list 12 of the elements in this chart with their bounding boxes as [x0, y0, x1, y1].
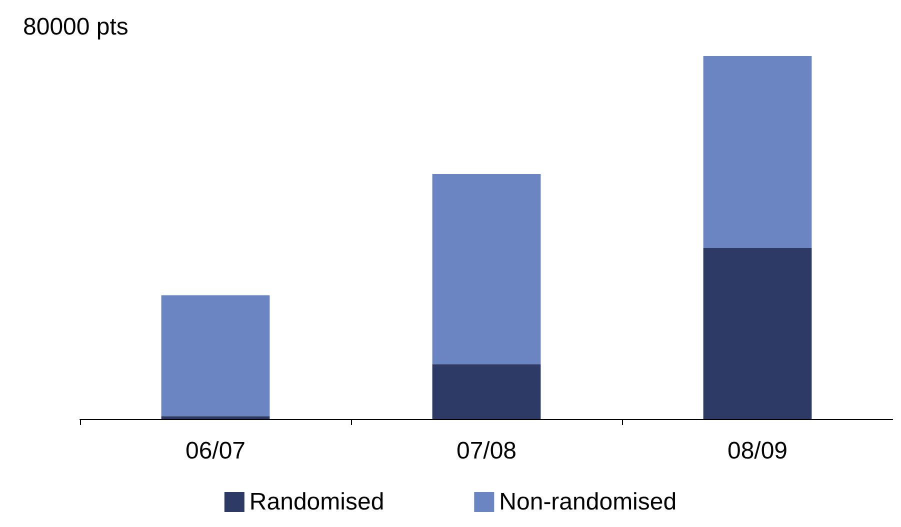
x-tick-label: 08/09	[727, 438, 788, 464]
legend-label: Randomised	[249, 488, 384, 516]
bar	[432, 174, 541, 364]
bar	[703, 248, 812, 419]
bar	[703, 56, 812, 248]
bar	[432, 364, 541, 419]
bar	[161, 416, 270, 419]
y-axis-title: 80000 pts	[23, 14, 128, 40]
bar	[161, 295, 270, 416]
legend-label: Non-randomised	[499, 488, 677, 516]
x-tick-label: 07/08	[456, 438, 517, 464]
x-tick-label: 06/07	[185, 438, 246, 464]
